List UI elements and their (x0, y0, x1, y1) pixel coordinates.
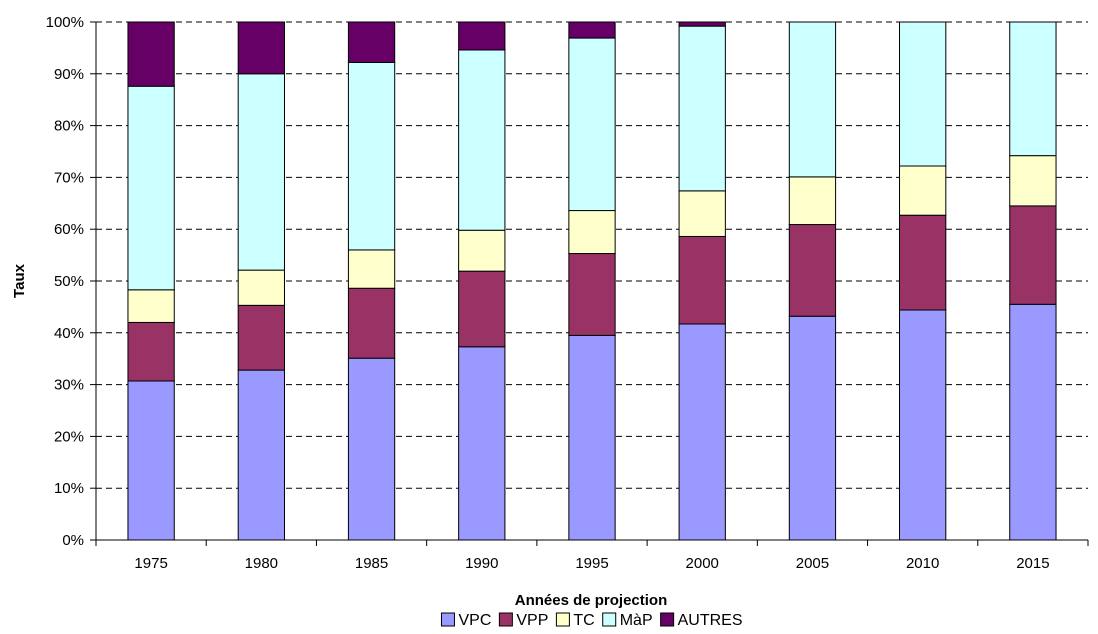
bar-segment-vpp (678, 235, 726, 325)
bar-segment-vpp (568, 253, 616, 336)
x-tick-label: 1995 (575, 555, 608, 572)
bar-segment-vpc (678, 323, 726, 541)
bar-segment-vpc (347, 357, 396, 541)
bar-segment-tc (458, 229, 506, 272)
x-tick-label: 1990 (465, 555, 498, 572)
legend-swatch (555, 612, 570, 627)
legend-label: TC (573, 612, 594, 629)
bar-segment-autres (568, 21, 616, 39)
y-axis-title: Taux (11, 263, 28, 298)
y-tick-label: 100% (46, 14, 84, 31)
bar-segment-màp (458, 49, 506, 231)
x-tick-label: 2015 (1016, 555, 1049, 572)
bars (127, 21, 1057, 541)
bar-segment-màp (237, 73, 285, 271)
bar-segment-vpp (127, 321, 175, 382)
bar-segment-tc (127, 289, 175, 323)
bar-segment-vpp (899, 214, 947, 311)
x-axis-title: Années de projection (515, 592, 668, 609)
bar-segment-màp (127, 85, 175, 291)
legend-swatch (602, 612, 617, 627)
legend-item-vpp: VPP (498, 612, 548, 629)
bar-segment-màp (347, 61, 396, 251)
bar-segment-autres (347, 21, 396, 63)
y-tick-label: 80% (54, 118, 84, 135)
x-tick-label: 1980 (245, 555, 278, 572)
y-tick-label: 20% (54, 428, 84, 445)
bar-segment-tc (1009, 155, 1057, 207)
bar-segment-vpp (458, 270, 506, 348)
y-tick-label: 10% (54, 480, 84, 497)
bar-segment-tc (788, 176, 837, 226)
bar-segment-tc (347, 249, 396, 289)
x-tick-label: 1985 (355, 555, 388, 572)
bar-segment-màp (788, 21, 837, 178)
bar-segment-tc (568, 210, 616, 255)
y-tick-label: 0% (62, 532, 84, 549)
y-tick-label: 50% (54, 273, 84, 290)
bar-segment-tc (899, 165, 947, 216)
bar-segment-vpp (237, 304, 285, 371)
bar-segment-autres (237, 21, 285, 75)
legend-label: VPC (458, 612, 491, 629)
bar-segment-autres (678, 21, 726, 27)
y-tick-label: 70% (54, 169, 84, 186)
bar-segment-vpp (347, 287, 396, 359)
legend-item-màp: MàP (602, 612, 653, 629)
bar-segment-tc (237, 269, 285, 306)
x-tick-labels: 1975 1980 1985 1990 1995 2000 2005 2010 2015 (134, 555, 1049, 572)
bar-segment-màp (1009, 21, 1057, 157)
legend-swatch (498, 612, 513, 627)
bar-segment-vpc (1009, 303, 1057, 541)
bar-segment-vpc (458, 346, 506, 541)
y-tick-labels: 0% 10% 20% 30% 40% 50% 60% 70% 80% 90% 100% (46, 14, 84, 549)
y-tick-label: 90% (54, 66, 84, 83)
bar-segment-vpp (788, 224, 837, 317)
legend-item-tc: TC (555, 612, 595, 629)
bar-segment-vpp (1009, 205, 1057, 305)
axes (90, 21, 1089, 546)
x-tick-label: 2005 (796, 555, 829, 572)
bar-segment-vpc (237, 369, 285, 541)
legend-label: AUTRES (678, 612, 743, 629)
y-tick-label: 60% (54, 221, 84, 238)
legend-label: MàP (620, 612, 653, 629)
bar-segment-vpc (568, 334, 616, 541)
bar-segment-vpc (788, 315, 837, 541)
x-tick-label: 2010 (906, 555, 939, 572)
legend-label: VPP (516, 612, 548, 629)
bar-segment-màp (899, 21, 947, 167)
bar-segment-vpc (127, 380, 175, 541)
bar-segment-màp (678, 25, 726, 192)
bar-segment-autres (127, 21, 175, 87)
legend-swatch (660, 612, 675, 627)
y-tick-label: 30% (54, 377, 84, 394)
legend: VPC VPP TC MàP AUTRES (440, 612, 743, 629)
bar-segment-autres (458, 21, 506, 51)
y-tick-label: 40% (54, 325, 84, 342)
x-tick-label: 2000 (686, 555, 719, 572)
legend-item-autres: AUTRES (660, 612, 743, 629)
bar-segment-tc (678, 190, 726, 237)
legend-swatch (440, 612, 455, 627)
bar-segment-vpc (899, 309, 947, 541)
legend-item-vpc: VPC (440, 612, 491, 629)
x-tick-label: 1975 (134, 555, 167, 572)
bar-segment-màp (568, 37, 616, 212)
